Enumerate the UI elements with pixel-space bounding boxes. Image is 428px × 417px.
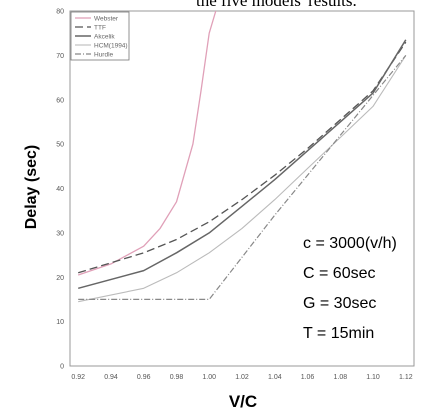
parameter-annotation: G = 30sec (303, 295, 376, 312)
series-lines (77, 11, 407, 303)
parameter-annotation: T = 15min (303, 325, 374, 342)
x-tick-label: 1.10 (366, 374, 380, 381)
plot-frame (69, 10, 415, 367)
tick-labels: 0.92 0.94 0.96 0.98 1.00 1.02 1.04 1.06 1.08 1.10… (56, 9, 413, 382)
y-tick-label: 60 (56, 97, 64, 104)
x-tick-label: 1.04 (268, 374, 282, 381)
x-tick-label: 0.94 (104, 374, 118, 381)
legend: Webster TTF Akcelik HCM(1994) Hurdle (70, 11, 130, 61)
series-line-hcm-1994 (78, 55, 407, 303)
x-tick-label: 0.98 (170, 374, 184, 381)
legend-label: TTF (94, 24, 106, 31)
series-line-ttf (78, 41, 407, 274)
y-tick-label: 0 (60, 364, 64, 371)
x-tick-label: 0.96 (137, 374, 151, 381)
series-line-webster (77, 11, 217, 276)
x-tick-label: 1.00 (202, 374, 216, 381)
y-tick-label: 10 (56, 319, 64, 326)
x-tick-label: 1.02 (235, 374, 249, 381)
legend-label: Hurdle (94, 51, 114, 58)
legend-label: Webster (94, 15, 119, 22)
series-line-akcelik (78, 39, 407, 290)
y-tick-label: 80 (56, 9, 64, 16)
parameter-annotation: C = 60sec (303, 265, 375, 282)
y-tick-label: 20 (56, 275, 64, 282)
y-tick-label: 50 (56, 142, 64, 149)
x-tick-label: 1.12 (399, 374, 413, 381)
x-tick-label: 0.92 (71, 374, 85, 381)
parameter-annotation: c = 3000(v/h) (303, 235, 397, 252)
y-tick-label: 30 (56, 230, 64, 237)
parameter-annotations: c = 3000(v/h) C = 60sec G = 30sec T = 15min (303, 235, 397, 342)
y-axis-title: Delay (sec) (23, 145, 40, 230)
y-tick-label: 40 (56, 186, 64, 193)
top-caption: the five models' results. (196, 0, 357, 10)
legend-label: Akcelik (94, 33, 115, 40)
x-axis-title: V/C (229, 392, 257, 411)
legend-label: HCM(1994) (94, 42, 128, 49)
y-tick-label: 70 (56, 53, 64, 60)
x-tick-label: 1.06 (301, 374, 315, 381)
x-tick-label: 1.08 (333, 374, 347, 381)
series-line-hurdle (78, 55, 407, 300)
